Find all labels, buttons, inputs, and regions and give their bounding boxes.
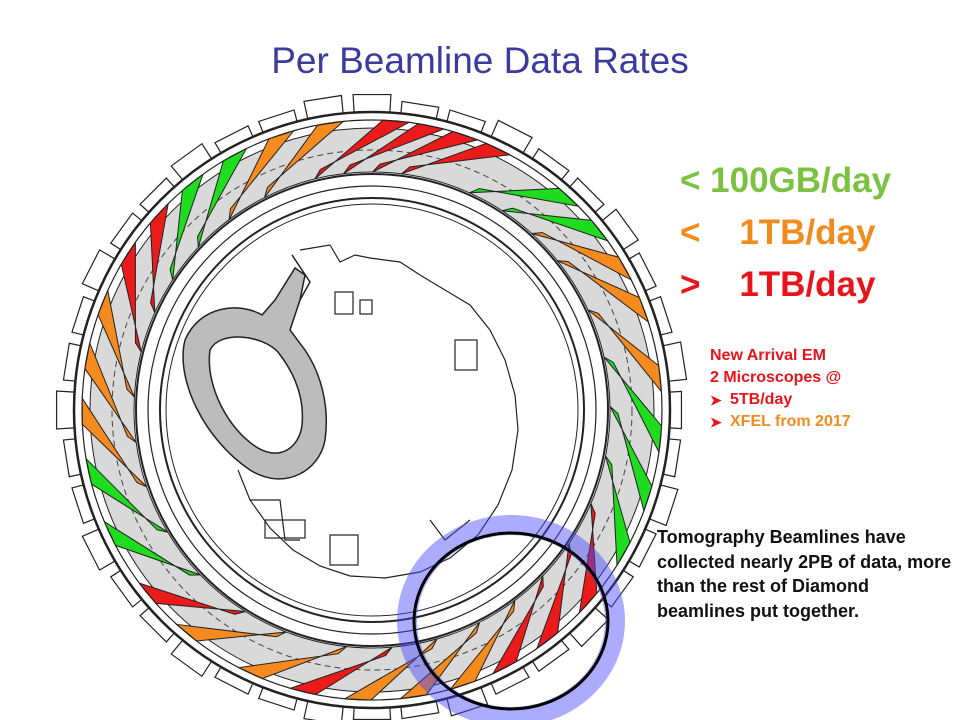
beamline-wedge-orange	[343, 638, 438, 701]
arrival-bullet-item: ➤ 5TB/day	[710, 389, 851, 411]
booster-ring	[182, 254, 328, 480]
beamline-wedge-red	[314, 119, 411, 180]
beamline-wedge-red	[372, 130, 480, 173]
tomography-highlight-glow	[397, 515, 625, 720]
beamline-wedge-red	[578, 503, 598, 615]
beamline-wedge-orange	[81, 396, 148, 488]
beamline-wedges	[81, 119, 663, 701]
beamline-wedge-orange	[264, 120, 346, 198]
arrival-heading: New Arrival EM	[710, 347, 826, 364]
beamline-wedge-orange	[587, 309, 663, 394]
beamline-wedge-red	[288, 646, 393, 696]
outer-building-outline	[55, 93, 688, 720]
beamline-wedge-red	[401, 142, 512, 175]
legend-green-rate: < 100GB/day	[680, 161, 892, 200]
beamline-wedge-orange	[97, 288, 135, 398]
beamline-wedge-green	[169, 172, 204, 281]
beamline-wedge-green	[469, 187, 580, 207]
beamline-wedge-orange	[531, 232, 633, 282]
beamline-wedge-red	[137, 582, 246, 615]
ring-tunnel-dashed	[111, 149, 633, 671]
beamline-wedge-red	[149, 202, 169, 313]
beamline-wedge-green	[609, 406, 653, 513]
beamline-wedge-orange	[237, 646, 347, 680]
ring-inner-wall	[159, 197, 585, 623]
beamline-wedge-orange	[175, 623, 287, 642]
beamline-wedge-red	[343, 123, 446, 175]
ring-tunnel-line	[147, 185, 597, 635]
page-title: Per Beamline Data Rates	[271, 40, 689, 81]
inner-floor-plan	[237, 244, 519, 579]
beamline-wedge-orange	[84, 341, 137, 443]
beamline-wedge-green	[603, 356, 663, 454]
arrival-bullet-item: ➤ XFEL from 2017	[710, 411, 851, 433]
beamline-wedge-red	[491, 575, 544, 675]
beamline-wedge-green	[85, 457, 168, 533]
arrival-bullet-text: XFEL from 2017	[730, 413, 851, 430]
beamline-wedge-green	[197, 147, 248, 248]
beamline-wedge-green	[605, 455, 631, 567]
beamline-wedge-red	[120, 240, 142, 353]
arrow-bullet-icon: ➤	[710, 392, 722, 408]
ring-inner-line	[165, 203, 579, 617]
beamline-wedge-green	[103, 520, 201, 576]
beamline-wedge-green	[501, 207, 610, 242]
legend-red-rate: > 1TB/day	[680, 265, 876, 304]
arrival-subheading: 2 Microscopes @	[710, 369, 842, 386]
arrival-bullet-text: 5TB/day	[730, 391, 793, 408]
legend-orange-rate: < 1TB/day	[680, 213, 876, 252]
beamline-wedge-orange	[398, 622, 480, 700]
new-arrival-note: New Arrival EM 2 Microscopes @ ➤ 5TB/day …	[710, 345, 851, 433]
tomography-highlight-circle	[412, 531, 610, 711]
beamline-wedge-orange	[557, 260, 650, 324]
beamline-wedge-orange	[228, 129, 296, 220]
arrow-bullet-icon: ➤	[710, 414, 722, 430]
tomography-note: Tomography Beamlines have collected near…	[657, 527, 952, 621]
